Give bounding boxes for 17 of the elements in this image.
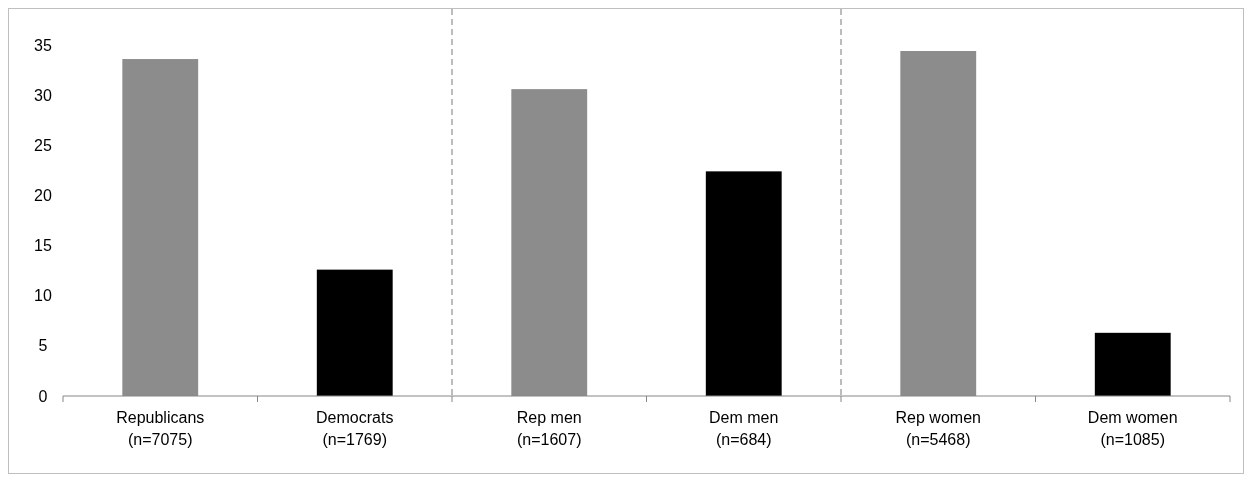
bar bbox=[1094, 332, 1171, 396]
bar bbox=[316, 269, 393, 396]
y-tick-label: 0 bbox=[38, 387, 48, 405]
y-tick-label: 5 bbox=[38, 337, 48, 355]
y-tick-label: 30 bbox=[34, 86, 52, 104]
y-tick-label: 15 bbox=[34, 237, 52, 255]
bar bbox=[705, 171, 782, 396]
y-tick-label: 20 bbox=[34, 187, 52, 205]
x-tick-label: Rep men (n=1607) bbox=[516, 409, 582, 448]
y-tick-label: 25 bbox=[34, 136, 52, 154]
y-tick-label: 10 bbox=[34, 287, 52, 305]
x-tick-label: Dem women (n=1085) bbox=[1087, 409, 1178, 448]
x-tick-label: Republicans (n=7075) bbox=[116, 409, 205, 448]
y-tick-label: 35 bbox=[34, 36, 52, 54]
x-tick-label: Dem men (n=684) bbox=[709, 409, 779, 448]
x-tick-label: Democrats (n=1769) bbox=[316, 409, 394, 448]
x-tick-label: Rep women (n=5468) bbox=[895, 409, 981, 448]
